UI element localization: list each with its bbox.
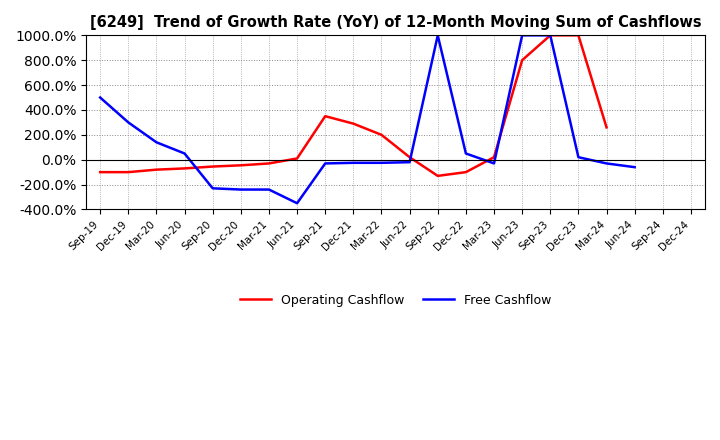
Operating Cashflow	[180, 166, 189, 171]
Free Cashflow	[405, 160, 414, 165]
Free Cashflow	[180, 151, 189, 156]
Operating Cashflow	[602, 125, 611, 130]
Free Cashflow	[208, 186, 217, 191]
Free Cashflow	[433, 33, 442, 38]
Free Cashflow	[574, 154, 582, 160]
Operating Cashflow	[405, 154, 414, 160]
Free Cashflow	[349, 160, 358, 165]
Operating Cashflow	[377, 132, 386, 137]
Operating Cashflow	[349, 121, 358, 126]
Free Cashflow	[518, 33, 526, 38]
Operating Cashflow	[152, 167, 161, 172]
Operating Cashflow	[490, 154, 498, 160]
Free Cashflow	[490, 161, 498, 166]
Free Cashflow	[462, 151, 470, 156]
Operating Cashflow	[546, 33, 554, 38]
Operating Cashflow	[293, 156, 302, 161]
Operating Cashflow	[321, 114, 330, 119]
Free Cashflow	[124, 120, 132, 125]
Operating Cashflow	[236, 163, 245, 168]
Legend: Operating Cashflow, Free Cashflow: Operating Cashflow, Free Cashflow	[235, 289, 557, 312]
Operating Cashflow	[124, 169, 132, 175]
Free Cashflow	[265, 187, 274, 192]
Operating Cashflow	[208, 164, 217, 169]
Free Cashflow	[152, 139, 161, 145]
Operating Cashflow	[462, 169, 470, 175]
Free Cashflow	[96, 95, 104, 100]
Operating Cashflow	[518, 58, 526, 63]
Free Cashflow	[321, 161, 330, 166]
Line: Free Cashflow: Free Cashflow	[100, 35, 634, 203]
Free Cashflow	[630, 165, 639, 170]
Free Cashflow	[546, 33, 554, 38]
Operating Cashflow	[574, 33, 582, 38]
Title: [6249]  Trend of Growth Rate (YoY) of 12-Month Moving Sum of Cashflows: [6249] Trend of Growth Rate (YoY) of 12-…	[90, 15, 701, 30]
Free Cashflow	[236, 187, 245, 192]
Free Cashflow	[377, 160, 386, 165]
Operating Cashflow	[265, 161, 274, 166]
Free Cashflow	[293, 201, 302, 206]
Free Cashflow	[602, 161, 611, 166]
Operating Cashflow	[96, 169, 104, 175]
Operating Cashflow	[433, 173, 442, 179]
Line: Operating Cashflow: Operating Cashflow	[100, 35, 606, 176]
